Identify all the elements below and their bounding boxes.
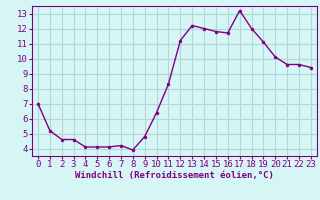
X-axis label: Windchill (Refroidissement éolien,°C): Windchill (Refroidissement éolien,°C) <box>75 171 274 180</box>
